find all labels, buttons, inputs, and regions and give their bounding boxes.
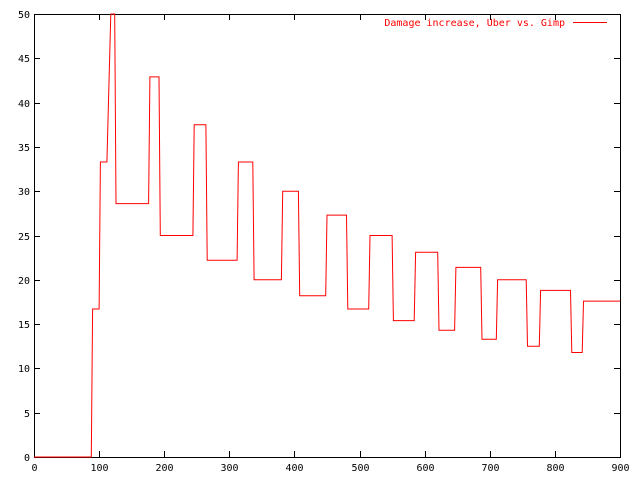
x-tick-label: 300	[220, 463, 238, 474]
y-tick-label: 20	[18, 276, 30, 287]
x-tick-label: 900	[611, 463, 629, 474]
y-tick-label: 5	[24, 409, 30, 420]
legend: Damage increase, Uber vs. Gimp	[384, 18, 607, 29]
plot-area-frame	[34, 14, 621, 458]
y-tick-label: 15	[18, 320, 30, 331]
y-tick-label: 30	[18, 187, 30, 198]
y-tick-label: 0	[24, 453, 30, 464]
series-line	[34, 13, 620, 458]
x-tick-label: 400	[285, 463, 303, 474]
x-tick-label: 0	[31, 463, 37, 474]
y-tick-label: 45	[18, 54, 30, 65]
legend-label: Damage increase, Uber vs. Gimp	[384, 18, 565, 29]
series-layer	[34, 13, 620, 458]
x-tick-label: 500	[351, 463, 369, 474]
x-tick-label: 600	[416, 463, 434, 474]
y-tick-label: 35	[18, 143, 30, 154]
x-tick-label: 100	[90, 463, 108, 474]
y-tick-label: 25	[18, 232, 30, 243]
x-tick-label: 800	[546, 463, 564, 474]
axis-ticks: 0 100 200 300 400 500 600 700 800 900 0 5 10 15 20 25 30…	[18, 10, 630, 474]
y-tick-label: 10	[18, 364, 30, 375]
y-tick-label: 50	[18, 10, 30, 21]
x-tick-label: 700	[481, 463, 499, 474]
y-tick-label: 40	[18, 99, 30, 110]
x-tick-label: 200	[155, 463, 173, 474]
